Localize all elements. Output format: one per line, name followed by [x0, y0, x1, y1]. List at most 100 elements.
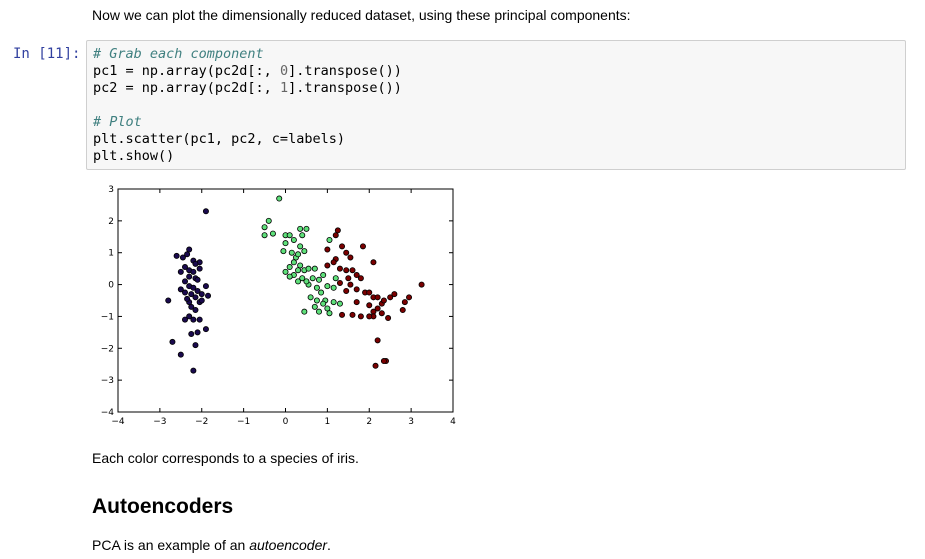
scatter-point: [320, 272, 327, 279]
scatter-point: [391, 291, 398, 298]
scatter-point: [320, 300, 327, 307]
scatter-point: [334, 227, 341, 234]
x-tick-label: −2: [195, 417, 208, 427]
scatter-point: [205, 292, 212, 299]
scatter-point: [366, 302, 373, 309]
scatter-point: [336, 265, 343, 272]
y-tick-label: 1: [108, 249, 114, 259]
scatter-point: [177, 286, 184, 293]
scatter-point: [309, 275, 316, 282]
scatter-point: [286, 273, 293, 280]
scatter-point: [418, 281, 425, 288]
code-cell[interactable]: # Grab each component pc1 = np.array(pc2…: [86, 40, 906, 170]
x-tick-label: 3: [408, 417, 414, 427]
scatter-point: [269, 230, 276, 237]
scatter-point: [202, 326, 209, 333]
scatter-point: [313, 284, 320, 291]
scatter-point: [173, 252, 180, 259]
x-tick-label: 2: [366, 417, 372, 427]
plot-frame: [117, 188, 454, 413]
scatter-point: [280, 248, 287, 255]
scatter-point: [288, 249, 295, 256]
scatter-point: [182, 289, 189, 296]
scatter-point: [318, 289, 325, 296]
x-tick-label: −3: [153, 417, 166, 427]
scatter-point: [336, 300, 343, 307]
scatter-point: [290, 259, 297, 266]
scatter-point: [182, 264, 189, 271]
scatter-point: [339, 311, 346, 318]
scatter-point: [374, 337, 381, 344]
scatter-point: [307, 294, 314, 301]
code-comment-grab: # Grab each component: [93, 46, 264, 62]
scatter-point: [282, 268, 289, 275]
scatter-point: [198, 297, 205, 304]
scatter-point: [303, 278, 310, 285]
scatter-plot: −4 −3 −2 −1 0 1 2 3 4 −4 −3 −2 −1 0 1 2 3: [101, 185, 456, 427]
scatter-point: [286, 264, 293, 271]
scatter-point: [374, 294, 381, 301]
y-tick-label: −1: [101, 312, 114, 322]
scatter-point: [261, 224, 268, 231]
cell-prompt: In [11]:: [13, 46, 81, 62]
scatter-point: [374, 305, 381, 312]
plot-caption: Each color corresponds to a species of i…: [92, 450, 359, 466]
scatter-point: [315, 308, 322, 315]
scatter-point: [179, 254, 186, 261]
scatter-point: [353, 299, 360, 306]
scatter-point: [357, 313, 364, 320]
scatter-point: [406, 294, 413, 301]
scatter-point: [330, 299, 337, 306]
scatter-point: [290, 236, 297, 243]
scatter-point: [276, 195, 283, 202]
y-tick-label: −3: [101, 376, 114, 386]
autoencoder-emphasis: autoencoder: [249, 537, 328, 553]
scatter-point: [182, 278, 189, 285]
scatter-point: [313, 297, 320, 304]
scatter-point: [349, 311, 356, 318]
x-tick-label: 1: [325, 417, 331, 427]
code-line-pc2: pc2 = np.array(pc2d[:, 1].transpose()): [93, 80, 402, 96]
scatter-point: [380, 358, 387, 365]
code-line-pc1: pc1 = np.array(pc2d[:, 0].transpose()): [93, 63, 402, 79]
scatter-point: [202, 208, 209, 215]
scatter-point: [194, 287, 201, 294]
scatter-point: [326, 310, 333, 317]
scatter-point: [332, 232, 339, 239]
code-line-scatter: plt.scatter(pc1, pc2, c=labels): [93, 131, 345, 147]
scatter-point: [315, 276, 322, 283]
scatter-point: [324, 262, 331, 269]
scatter-point: [192, 342, 199, 349]
scatter-point: [192, 260, 199, 267]
scatter-point: [190, 316, 197, 323]
code-line-show: plt.show(): [93, 148, 175, 164]
scatter-point: [301, 248, 308, 255]
scatter-point: [324, 246, 331, 253]
scatter-point: [347, 281, 354, 288]
scatter-point: [192, 294, 199, 301]
scatter-point: [186, 246, 193, 253]
scatter-point: [343, 249, 350, 256]
scatter-point: [349, 267, 356, 274]
scatter-point: [282, 240, 289, 247]
scatter-point: [366, 289, 373, 296]
scatter-point: [295, 278, 302, 285]
scatter-point: [343, 287, 350, 294]
code-number: 1: [279, 80, 289, 96]
x-tick-label: −4: [111, 417, 125, 427]
scatter-point: [177, 351, 184, 358]
scatter-point: [357, 275, 364, 282]
scatter-point: [286, 232, 293, 239]
scatter-point: [192, 307, 199, 314]
scatter-point: [301, 308, 308, 315]
scatter-point: [347, 254, 354, 261]
code-comment-plot: # Plot: [93, 114, 142, 130]
scatter-point: [190, 268, 197, 275]
scatter-point: [169, 338, 176, 345]
scatter-point: [198, 291, 205, 298]
scatter-point: [299, 232, 306, 239]
scatter-point: [326, 236, 333, 243]
scatter-point: [295, 251, 302, 258]
scatter-point: [345, 275, 352, 282]
pca-paragraph: PCA is an example of an autoencoder.: [92, 537, 331, 553]
